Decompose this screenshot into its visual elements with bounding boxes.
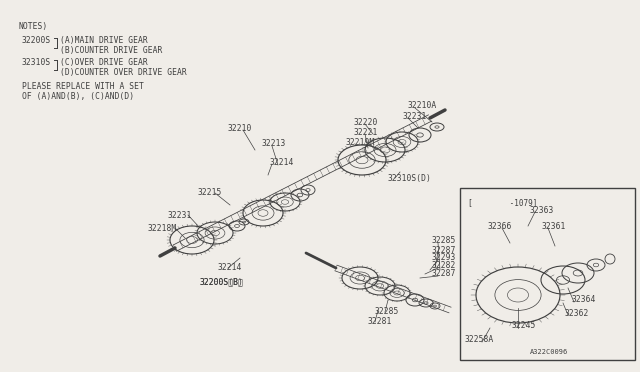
Text: 32200S⠈B⠉: 32200S⠈B⠉ [200,278,244,286]
Text: 32210A: 32210A [408,100,437,109]
Text: 32310S(D): 32310S(D) [388,173,432,183]
Bar [460,188,635,360]
Text: 32214: 32214 [218,263,243,273]
Text: (D)COUNTER OVER DRIVE GEAR: (D)COUNTER OVER DRIVE GEAR [60,68,187,77]
Text: 32219M: 32219M [346,138,375,147]
Text: 32258A: 32258A [465,336,494,344]
Text: 32200S: 32200S [22,36,51,45]
Text: 32245: 32245 [512,321,536,330]
Text: OF (A)AND(B), (C)AND(D): OF (A)AND(B), (C)AND(D) [22,92,134,101]
Text: 32213: 32213 [262,138,286,148]
Text: 32218M: 32218M [148,224,177,232]
Text: 32231: 32231 [168,211,193,219]
Text: 32364: 32364 [572,295,596,305]
Text: 32362: 32362 [565,308,589,317]
Text: 32210: 32210 [228,124,252,132]
Text: 32285: 32285 [375,308,399,317]
Text: NOTES): NOTES) [18,22,47,31]
Text: 32366: 32366 [488,221,513,231]
Text: 32287: 32287 [432,269,456,279]
Text: 32281: 32281 [368,317,392,327]
Text: 32200S(B): 32200S(B) [200,278,244,286]
Text: 32287: 32287 [432,246,456,254]
Text: (A)MAIN DRIVE GEAR: (A)MAIN DRIVE GEAR [60,36,148,45]
Text: 32293: 32293 [432,253,456,263]
Text: 32310S: 32310S [22,58,51,67]
Text: A322C0096: A322C0096 [530,349,568,355]
Text: 32215: 32215 [198,187,222,196]
Text: 32363: 32363 [530,205,554,215]
Text: PLEASE REPLACE WITH A SET: PLEASE REPLACE WITH A SET [22,82,144,91]
Text: 32221: 32221 [354,128,378,137]
Text: 32220: 32220 [354,118,378,126]
Text: [        -1079]: [ -1079] [468,198,538,207]
Text: 32214: 32214 [270,157,294,167]
Text: 32361: 32361 [542,221,566,231]
Text: 32285: 32285 [432,235,456,244]
Text: 32231: 32231 [403,112,428,121]
Text: 32282: 32282 [432,262,456,270]
Text: (B)COUNTER DRIVE GEAR: (B)COUNTER DRIVE GEAR [60,46,163,55]
Text: (C)OVER DRIVE GEAR: (C)OVER DRIVE GEAR [60,58,148,67]
